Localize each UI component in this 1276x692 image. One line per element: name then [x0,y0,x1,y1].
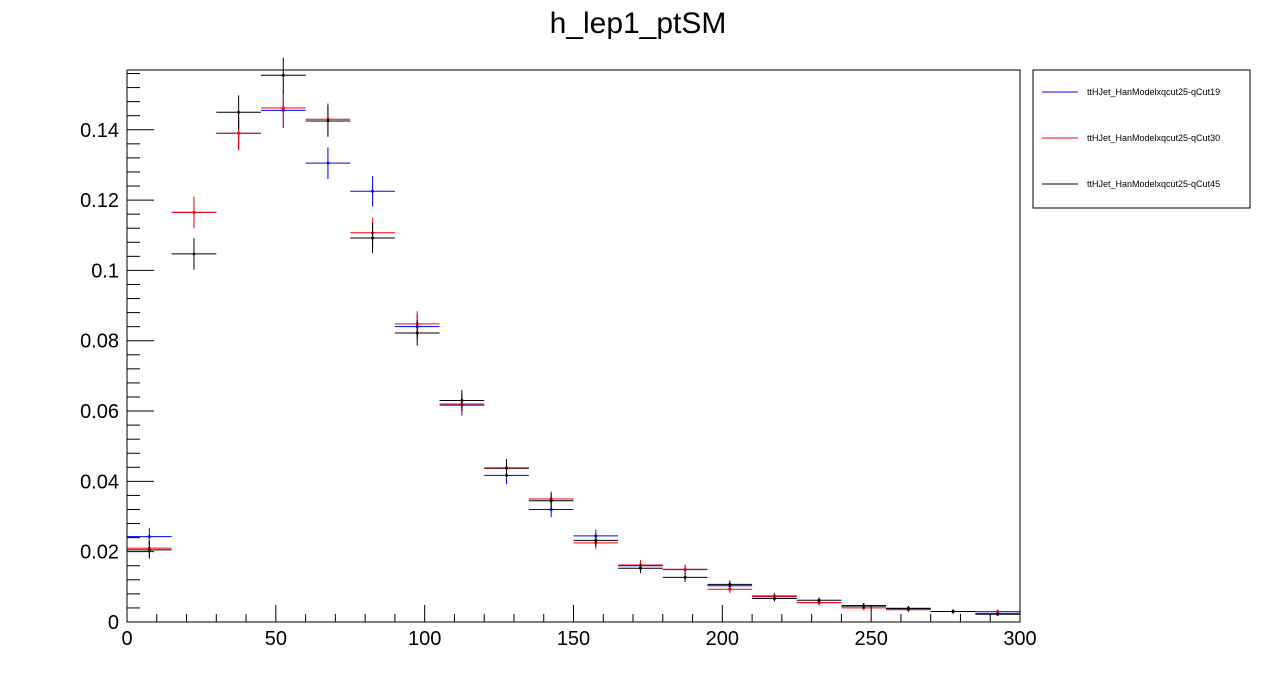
axis-layer: 0 50 100 150 200 250 300 0 0.02 0.04 0.06 0.08 0.1 0.… [80,73,1037,650]
data-point [841,603,887,609]
data-point [439,389,485,412]
marker [862,604,866,608]
legend-entry: ttHJet_HanModelxqcut25-qCut45 [1042,179,1220,189]
marker [237,110,241,114]
data-point [796,597,842,604]
data-point [975,612,1020,617]
legend-entry: ttHJet_HanModelxqcut25-qCut30 [1042,133,1220,143]
marker [549,499,553,503]
data-point [260,90,306,126]
data-point [350,222,395,254]
marker [147,548,151,552]
marker [728,582,732,586]
marker [192,210,196,214]
y-tick-label: 0.02 [80,542,119,564]
x-tick-label: 0 [121,628,132,650]
y-tick-label: 0.1 [91,260,119,282]
data-point [305,147,351,179]
marker [281,106,285,110]
marker [415,331,419,335]
marker [192,252,196,256]
x-tick-label: 50 [265,628,287,650]
marker [549,507,553,511]
data-point [528,492,574,509]
marker [371,236,375,240]
data-point [350,176,395,207]
chart-title: h_lep1_ptSM [550,7,727,40]
series-1 [127,92,1020,615]
x-tick-label: 250 [854,628,887,650]
marker [505,466,509,470]
marker [951,609,955,613]
marker [147,535,151,539]
marker [683,567,687,571]
data-point [127,541,172,559]
legend: ttHJet_HanModelxqcut25-qCut19 ttHJet_HanM… [1032,69,1251,209]
data-point [305,105,351,137]
marker [371,189,375,193]
series-3 [127,57,1020,617]
data-point [171,196,217,229]
marker [728,587,732,591]
y-tick-label: 0.12 [80,190,119,212]
data-point [707,580,753,589]
x-tick-label: 200 [706,628,739,650]
legend-entry: ttHJet_HanModelxqcut25-qCut19 [1042,87,1220,97]
data-point [662,564,708,574]
data-point [260,57,306,93]
series-2 [127,90,1020,614]
data-point [662,572,708,582]
data-point [573,534,619,547]
marker [326,119,330,123]
y-tick-label: 0 [108,612,119,634]
data-point [394,320,440,346]
y-tick-label: 0.04 [80,471,119,493]
marker [772,596,776,600]
marker [683,575,687,579]
marker [638,566,642,570]
marker [906,607,910,611]
legend-label: ttHJet_HanModelxqcut25-qCut19 [1087,87,1220,97]
data-point [752,595,797,602]
legend-label: ttHJet_HanModelxqcut25-qCut45 [1087,179,1220,189]
legend-box [1032,69,1251,209]
data-point [484,459,529,477]
plot-frame [126,69,1021,623]
marker [817,598,821,602]
x-tick-label: 150 [557,628,590,650]
series-layer [127,57,1020,617]
marker [996,612,1000,616]
legend-label: ttHJet_HanModelxqcut25-qCut30 [1087,133,1220,143]
marker [237,131,241,135]
data-point [886,606,931,612]
marker [996,609,1000,613]
marker [460,398,464,402]
data-point [618,563,663,574]
marker [326,161,330,165]
data-point [930,609,976,614]
data-point [171,238,217,270]
x-tick-label: 100 [408,628,441,650]
marker [281,73,285,77]
y-tick-label: 0.06 [80,401,119,423]
marker [594,538,598,542]
x-tick-label: 300 [1003,628,1036,650]
data-point [216,95,261,130]
y-tick-label: 0.14 [80,120,119,142]
y-tick-label: 0.08 [80,331,119,353]
